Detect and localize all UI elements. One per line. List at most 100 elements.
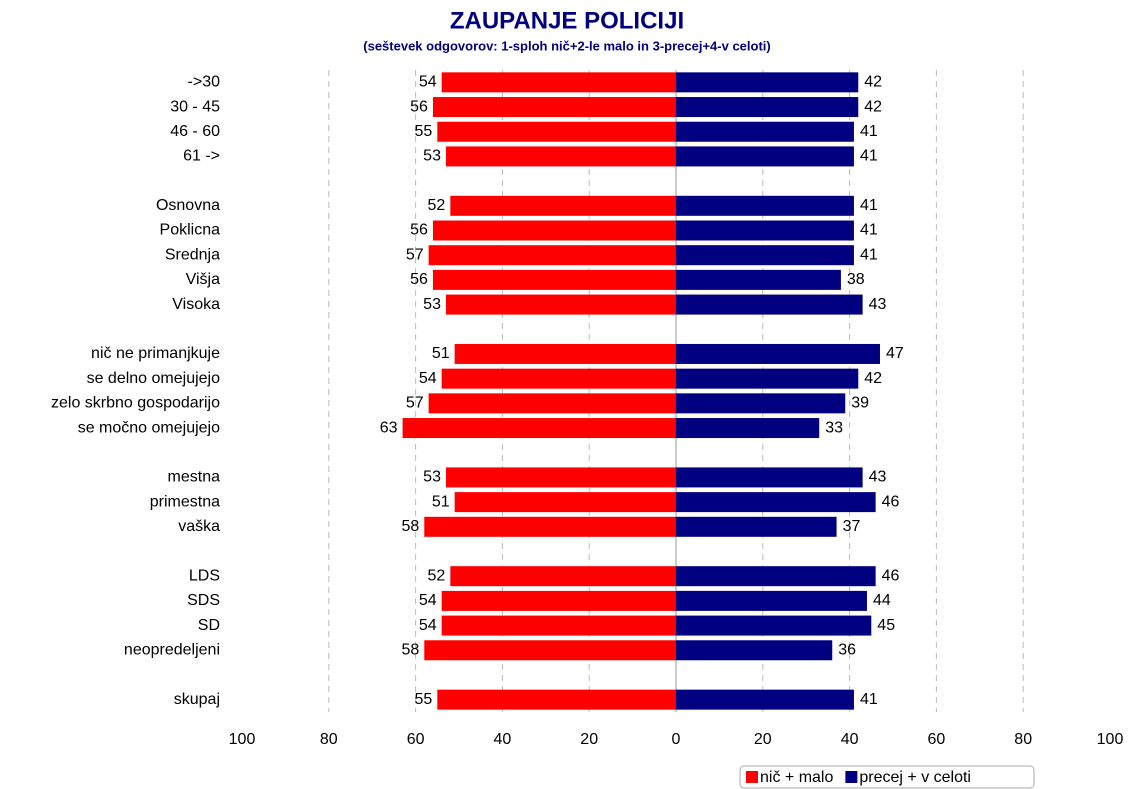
data-label: 58 (401, 641, 419, 658)
x-tick-label: 80 (1014, 731, 1032, 748)
category-label: Srednja (165, 246, 220, 263)
data-label: 42 (864, 370, 882, 387)
bar (441, 615, 676, 636)
bar (432, 97, 676, 118)
data-label: 53 (423, 148, 441, 165)
category-label: 46 - 60 (170, 123, 220, 140)
bar (428, 245, 676, 266)
bar (441, 590, 676, 611)
legend-label: nič + malo (760, 769, 833, 786)
data-label: 41 (860, 197, 878, 214)
data-label: 57 (406, 246, 424, 263)
category-label: 61 -> (183, 148, 220, 165)
bar (676, 467, 863, 488)
data-label: 45 (877, 617, 895, 634)
data-label: 54 (419, 370, 437, 387)
legend-box (739, 765, 1035, 789)
data-label: 41 (860, 148, 878, 165)
data-label: 51 (432, 493, 450, 510)
bar (676, 418, 820, 439)
bar (676, 97, 859, 118)
category-label: skupaj (174, 691, 220, 708)
data-label: 54 (419, 617, 437, 634)
bar (454, 492, 676, 513)
bar (676, 245, 854, 266)
bar (676, 368, 859, 389)
category-label: vaška (178, 518, 220, 535)
bar (676, 566, 876, 587)
data-label: 58 (401, 518, 419, 535)
x-tick-label: 40 (841, 731, 859, 748)
bar (676, 343, 880, 364)
bar (450, 566, 676, 587)
data-label: 53 (423, 296, 441, 313)
data-label: 56 (410, 271, 428, 288)
bar (676, 220, 854, 241)
category-label: Visoka (172, 296, 220, 313)
data-label: 53 (423, 469, 441, 486)
data-label: 52 (428, 197, 446, 214)
bar (445, 146, 676, 167)
data-label: 41 (860, 691, 878, 708)
data-label: 47 (886, 345, 904, 362)
category-label: primestna (150, 493, 220, 510)
bar (445, 467, 676, 488)
category-label: 30 - 45 (170, 98, 220, 115)
data-label: 56 (410, 98, 428, 115)
category-label: se delno omejujejo (87, 370, 221, 387)
bar (676, 121, 854, 142)
category-label: se močno omejujejo (78, 419, 220, 436)
data-label: 54 (419, 74, 437, 91)
bar (441, 72, 676, 93)
data-label: 63 (380, 419, 398, 436)
bar (676, 269, 841, 290)
data-label: 42 (864, 74, 882, 91)
data-label: 55 (415, 123, 433, 140)
legend-label: precej + v celoti (859, 769, 971, 786)
chart-subtitle: (seštevek odgovorov: 1-sploh nič+2-le ma… (363, 38, 770, 53)
data-label: 46 (882, 493, 900, 510)
bar (450, 195, 676, 216)
data-label: 44 (873, 592, 891, 609)
bar (437, 121, 676, 142)
data-label: 33 (825, 419, 843, 436)
bar (676, 640, 833, 661)
data-label: 41 (860, 222, 878, 239)
x-tick-label: 0 (672, 731, 681, 748)
x-tick-label: 100 (1097, 731, 1124, 748)
bar (676, 689, 854, 710)
x-tick-label: 80 (320, 731, 338, 748)
data-label: 39 (851, 395, 869, 412)
bar (445, 294, 676, 315)
bar (676, 615, 872, 636)
category-label: SDS (187, 592, 220, 609)
data-label: 36 (838, 641, 856, 658)
category-label: Poklicna (160, 222, 221, 239)
category-label: zelo skrbno gospodarijo (51, 395, 220, 412)
x-tick-label: 40 (494, 731, 512, 748)
bar (454, 343, 676, 364)
bar (676, 294, 863, 315)
bar (428, 393, 676, 414)
bar (402, 418, 676, 439)
bar (676, 195, 854, 216)
data-label: 51 (432, 345, 450, 362)
x-tick-label: 20 (754, 731, 772, 748)
data-label: 54 (419, 592, 437, 609)
data-label: 41 (860, 123, 878, 140)
category-label: ->30 (188, 74, 221, 91)
bar (676, 393, 846, 414)
category-label: nič ne primanjkuje (91, 345, 220, 362)
bar (676, 72, 859, 93)
data-label: 56 (410, 222, 428, 239)
legend-swatch (845, 771, 858, 783)
data-label: 46 (882, 567, 900, 584)
bar (676, 492, 876, 513)
category-label: Višja (186, 271, 220, 288)
data-label: 43 (869, 469, 887, 486)
x-tick-label: 20 (580, 731, 598, 748)
data-label: 42 (864, 98, 882, 115)
data-label: 43 (869, 296, 887, 313)
data-label: 57 (406, 395, 424, 412)
